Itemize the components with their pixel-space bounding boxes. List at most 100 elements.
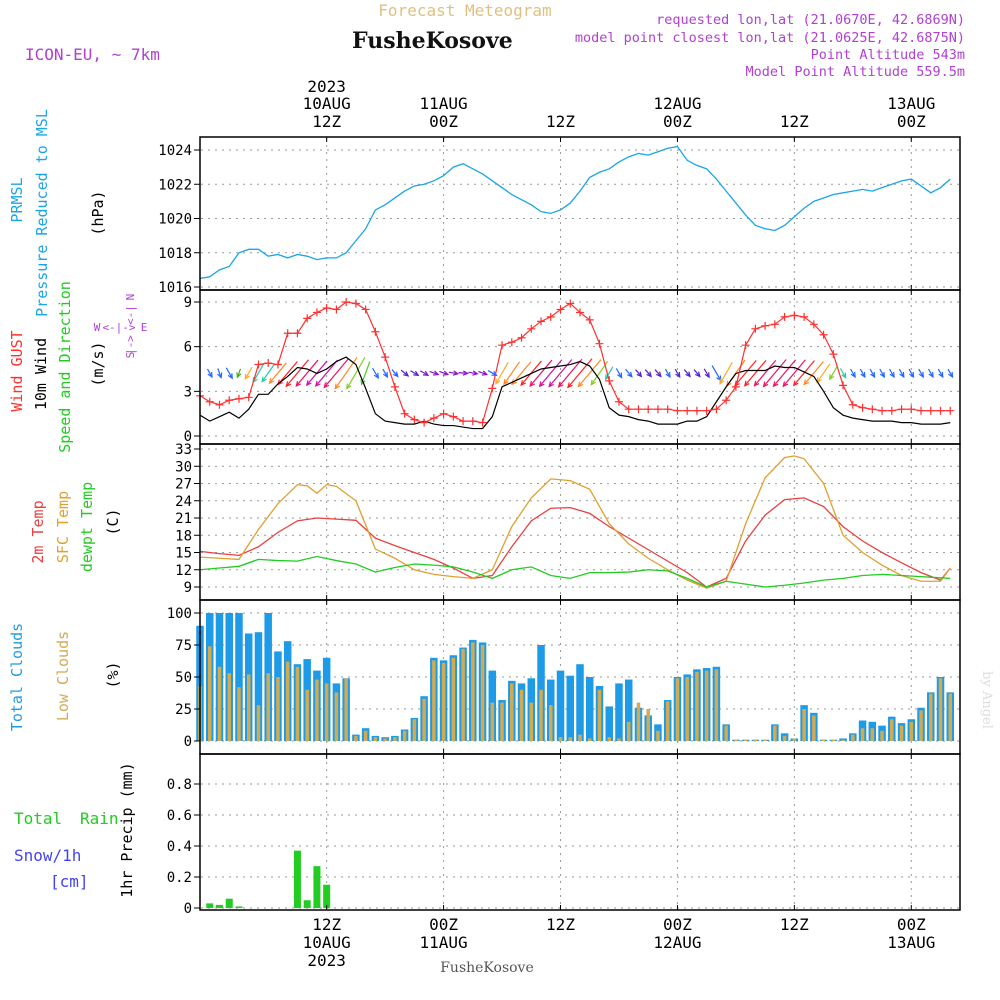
gust-marker <box>420 419 428 427</box>
low-clouds-bar <box>627 722 631 741</box>
low-clouds-bar <box>257 705 261 741</box>
y-tick-label: 3 <box>184 384 192 400</box>
low-clouds-bar <box>422 699 426 741</box>
credit-watermark: by Angel <box>979 671 994 729</box>
top-hour-label: 12Z <box>312 112 341 131</box>
rain-bar <box>216 905 223 908</box>
low-clouds-bar <box>929 694 933 741</box>
gust-label: Wind GUST <box>8 330 26 411</box>
gust-marker <box>440 410 448 418</box>
wind-arrow <box>568 359 592 388</box>
y-tick-label: 1024 <box>158 143 192 159</box>
low-clouds-bar <box>793 738 797 741</box>
rain-label-rain: Rain <box>80 809 119 828</box>
low-clouds-bar <box>296 667 300 741</box>
low-clouds-bar <box>676 678 680 741</box>
low-clouds-bar <box>802 709 806 741</box>
top-hour-label: 00Z <box>897 112 926 131</box>
rain-bar <box>226 899 233 908</box>
y-tick-label: 18 <box>175 528 192 544</box>
low-clouds-bar <box>237 687 241 741</box>
temp-2m-line <box>200 498 950 587</box>
bottom-hour-label: 00Z <box>897 915 926 934</box>
model-altitude: Model Point Altitude 559.5m <box>746 64 965 80</box>
low-clouds-bar <box>559 737 563 741</box>
low-clouds-bar <box>315 680 319 741</box>
bottom-hour-label: 12Z <box>780 915 809 934</box>
low-clouds-bar <box>890 719 894 741</box>
low-clouds-bar <box>900 726 904 741</box>
panel-frame <box>200 444 960 600</box>
compass-n: N <box>124 294 137 301</box>
temp-sfc-line <box>200 456 950 588</box>
low-clouds-bar <box>841 740 845 741</box>
y-tick-label: 0.8 <box>167 777 192 793</box>
low-clouds-bar <box>276 677 280 741</box>
rain-bar <box>323 885 330 908</box>
pressure-label-short: PRMSL <box>8 177 26 222</box>
y-tick-label: 33 <box>175 442 192 458</box>
gust-marker <box>644 405 652 413</box>
low-clouds-bar <box>822 740 826 741</box>
low-clouds-bar <box>598 690 602 741</box>
low-clouds-bar <box>695 672 699 741</box>
low-clouds-bar <box>637 703 641 741</box>
low-clouds-bar <box>364 731 368 741</box>
low-clouds-bar <box>452 658 456 741</box>
low-clouds-bar <box>715 669 719 741</box>
low-clouds-bar <box>919 710 923 741</box>
low-clouds-bar <box>403 731 407 741</box>
low-clouds-bar <box>520 690 524 741</box>
low-clouds-bar <box>754 740 758 741</box>
low-clouds-bar <box>461 649 465 741</box>
top-date-label: 10AUG <box>303 94 351 113</box>
y-tick-label: 0.4 <box>167 839 192 855</box>
gust-marker <box>693 407 701 415</box>
low-clouds-bar <box>705 671 709 741</box>
gust-marker <box>937 407 945 415</box>
gust-marker <box>907 405 915 413</box>
bottom-hour-label: 00Z <box>429 915 458 934</box>
low-clouds-bar <box>383 738 387 741</box>
temp-2m-label: 2m Temp <box>29 500 47 563</box>
top-hour-label: 12Z <box>546 112 575 131</box>
low-clouds-bar <box>227 673 231 741</box>
low-clouds-bar <box>481 645 485 741</box>
rain-bar <box>206 903 213 908</box>
bottom-date-label: 13AUG <box>887 933 935 952</box>
low-clouds-bar <box>335 692 339 741</box>
y-tick-label: 21 <box>175 511 192 527</box>
gust-marker <box>751 325 759 333</box>
gust-marker <box>235 395 243 403</box>
low-clouds-bar <box>442 663 446 741</box>
rain-bar <box>235 906 242 908</box>
requested-coords: requested lon,lat (21.0670E, 42.6869N) <box>656 12 965 28</box>
top-hour-label: 00Z <box>663 112 692 131</box>
temp-sfc-label: SFC Temp <box>54 491 72 563</box>
gust-marker <box>469 417 477 425</box>
low-clouds-bar <box>374 737 378 741</box>
low-clouds-bar <box>549 705 553 741</box>
gust-marker <box>946 407 954 415</box>
low-clouds-bar <box>949 694 953 741</box>
y-tick-label: 1018 <box>158 246 192 262</box>
y-tick-label: 0 <box>184 901 192 917</box>
low-clouds-bar <box>325 683 329 741</box>
gust-marker <box>898 405 906 413</box>
location-title: FusheKosove <box>352 28 513 54</box>
gust-marker <box>459 417 467 425</box>
low-clouds-bar <box>861 728 865 741</box>
gust-marker <box>683 407 691 415</box>
low-clouds-bar <box>666 701 670 741</box>
precip-axis-label: 1hr Precip (mm) <box>118 762 136 897</box>
model-label: ICON-EU, ~ 7km <box>25 45 160 64</box>
pressure-unit: (hPa) <box>89 190 107 235</box>
y-tick-label: 1016 <box>158 280 192 296</box>
low-clouds-bar <box>812 715 816 741</box>
low-clouds-bar <box>530 703 534 741</box>
low-clouds-bar <box>588 738 592 741</box>
gust-marker <box>664 405 672 413</box>
gust-marker <box>761 322 769 330</box>
low-clouds-bar <box>607 737 611 741</box>
rain-label-total: Total <box>14 809 62 828</box>
